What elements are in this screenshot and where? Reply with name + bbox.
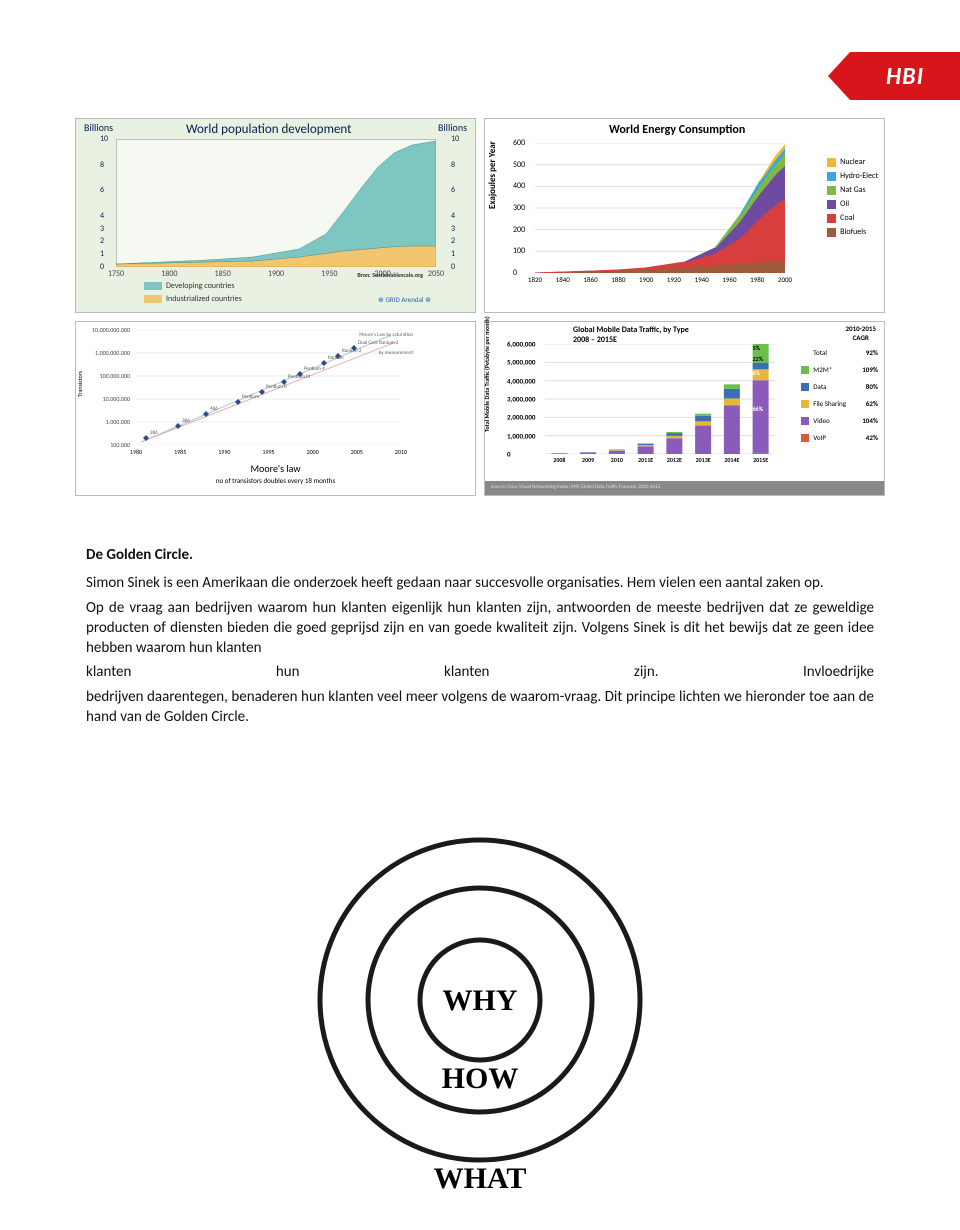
svg-text:Pentium: Pentium	[242, 394, 259, 400]
body-text: De Golden Circle. Simon Sinek is een Ame…	[86, 545, 874, 731]
c1-plot	[116, 139, 436, 267]
paragraph-2b: bedrijven daarentegen, benaderen hun kla…	[86, 687, 874, 728]
chart-mobile-data: Global Mobile Data Traffic, by Type2008 …	[484, 321, 885, 496]
c4-legend: TotalM2M*DataFile SharingVideoVoIP	[801, 344, 846, 446]
label-why: WHY	[443, 984, 518, 1017]
label-what: WHAT	[434, 1162, 527, 1195]
svg-text:Itanium 2: Itanium 2	[342, 348, 362, 354]
c3-caption: Moore's law no of transistors doubles ev…	[76, 463, 475, 487]
c2-plot	[535, 143, 785, 273]
c1-ylabel-right: Billions	[438, 121, 467, 134]
svg-text:486: 486	[210, 406, 218, 412]
c2-ylabel: Exajoules per Year	[487, 141, 498, 209]
label-how: HOW	[442, 1062, 519, 1095]
heading: De Golden Circle.	[86, 545, 874, 565]
c4-source: Source: Cisco Visual Networking Index (V…	[485, 481, 884, 495]
hbi-logo: HBI	[850, 52, 960, 100]
c4-cagr-values: 92%109%80%62%104%42%	[850, 344, 878, 446]
paragraph-2: Op de vraag aan bedrijven waarom hun kla…	[86, 598, 874, 659]
svg-text:Dual Core Itanium 2: Dual Core Itanium 2	[358, 340, 399, 346]
c2-title: World Energy Consumption	[609, 123, 745, 137]
c2-legend: NuclearHydro-ElectNat GasOilCoalBiofuels	[827, 155, 878, 239]
paragraph-2-spread: klanten hun klanten zijn. Invloedrijke	[86, 662, 874, 682]
c3-yticks: 100.0001.000.00010.000.000100.000.0001.0…	[82, 330, 130, 445]
c4-ylabel: Total Mobile Data Traffic (Petabyte per …	[483, 316, 491, 432]
c1-legend: Developing countries Industrialized coun…	[144, 280, 242, 306]
charts-grid: Billions World population development Bi…	[75, 118, 885, 503]
c1-ylabel-left: Billions	[84, 121, 113, 134]
logo-text: HBI	[886, 62, 924, 91]
chart-population: Billions World population development Bi…	[75, 118, 476, 313]
chart-energy: World Energy Consumption Exajoules per Y…	[484, 118, 885, 313]
svg-text:286: 286	[150, 430, 158, 436]
c4-cagr-header: 2010-2015CAGR	[845, 324, 876, 342]
c3-plot: 286386486PentiumPentium IIPentium IIIPen…	[136, 330, 401, 445]
svg-text:386: 386	[182, 418, 190, 424]
golden-circle-diagram: WHY HOW WHAT	[310, 820, 650, 1200]
c4-title: Global Mobile Data Traffic, by Type2008 …	[573, 325, 689, 345]
svg-text:Pentium 4: Pentium 4	[304, 366, 325, 372]
c1-orgs: ⊕ GRID Arendal ⊛	[378, 295, 431, 304]
svg-text:Pentium II: Pentium II	[266, 384, 287, 390]
c4-plot	[545, 344, 775, 454]
c1-source: Bron: Sustainablescale.org	[357, 271, 423, 279]
paragraph-1: Simon Sinek is een Amerikaan die onderzo…	[86, 573, 874, 593]
chart-moore: Transistors 286386486PentiumPentium IIPe…	[75, 321, 476, 496]
c1-title: World population development	[186, 122, 352, 137]
